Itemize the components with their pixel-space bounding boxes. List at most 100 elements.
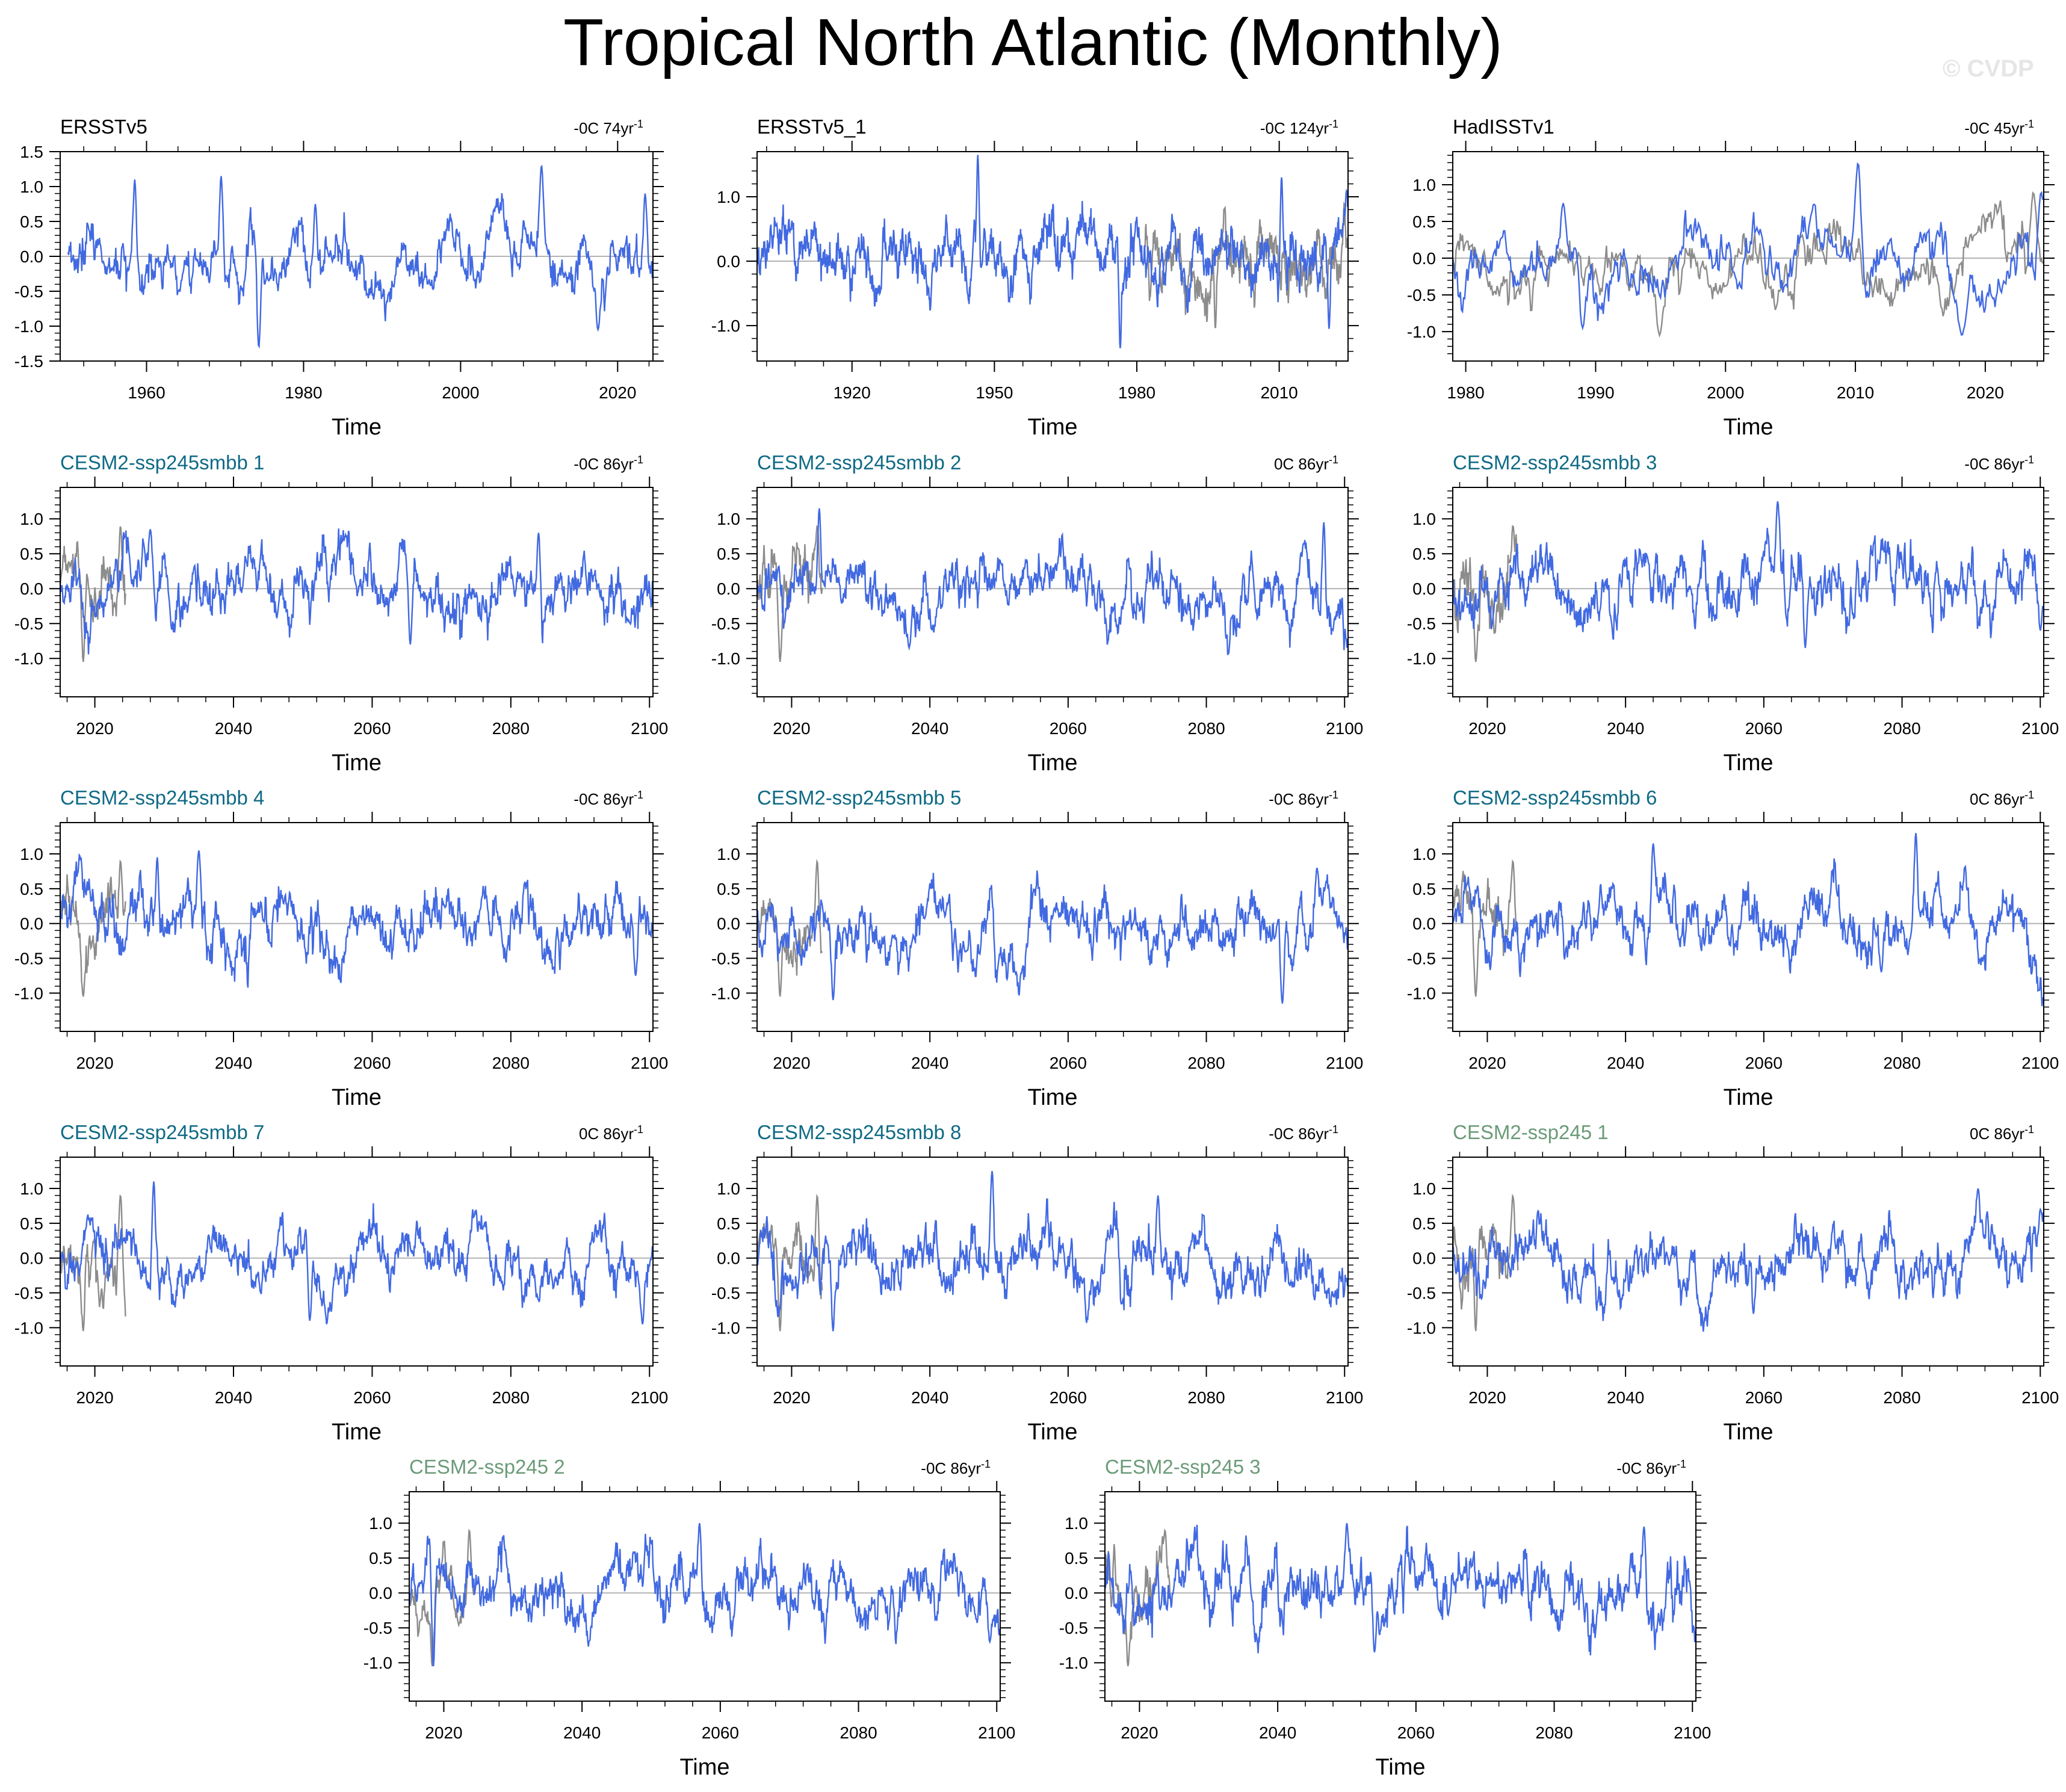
trend-label: -0C 86yr-1 xyxy=(1964,454,2034,473)
trend-label-exponent: -1 xyxy=(634,789,643,801)
y-tick-label: -1.0 xyxy=(1407,323,1436,341)
panel-title: CESM2-ssp245smbb 4 xyxy=(60,786,264,809)
plot-frame xyxy=(1452,487,2044,697)
panel-title: CESM2-ssp245smbb 8 xyxy=(757,1121,961,1143)
y-tick-label: 1.0 xyxy=(1412,510,1436,528)
y-tick-label: 0.5 xyxy=(717,880,740,898)
x-tick-label: 2060 xyxy=(1050,719,1087,738)
cvdp-watermark: © CVDP xyxy=(1943,55,2034,82)
x-tick-label: 2080 xyxy=(1883,1054,1920,1072)
panel-5: CESM2-ssp245smbb 2 0C 86yr-1 1.0 0.5 0.0 -0.5… xyxy=(711,451,1364,776)
trend-label-exponent: -1 xyxy=(981,1458,991,1470)
y-tick-label: 1.0 xyxy=(717,188,740,206)
x-tick-label: 2080 xyxy=(1883,1388,1920,1407)
x-tick-label: 2020 xyxy=(1468,1054,1506,1072)
panel-13: CESM2-ssp245 2 -0C 86yr-1 1.0 0.5 0.0 -0.5 -1.… xyxy=(363,1456,1016,1780)
y-tick-label: 0.0 xyxy=(20,247,43,266)
series-line xyxy=(1452,501,2044,648)
plot-frame xyxy=(756,151,1349,362)
y-tick-label: 0.5 xyxy=(1412,880,1436,898)
x-tick-label: 2040 xyxy=(1607,1054,1644,1072)
trend-label-exponent: -1 xyxy=(634,1123,643,1135)
x-tick-label: 2020 xyxy=(773,1054,810,1072)
series-line xyxy=(1452,833,2044,1007)
x-tick-label: 2040 xyxy=(911,719,948,738)
x-tick-label: 2100 xyxy=(631,1054,668,1072)
x-tick-label: 1960 xyxy=(128,383,165,402)
series-line xyxy=(409,1523,1001,1667)
x-tick-label: 2020 xyxy=(1468,1388,1506,1407)
x-tick-label: 2020 xyxy=(76,1054,113,1072)
x-tick-label: 2010 xyxy=(1837,383,1874,402)
y-tick-label: 0.5 xyxy=(20,545,43,563)
series-line xyxy=(59,1181,654,1324)
panel-title: CESM2-ssp245smbb 7 xyxy=(60,1121,264,1143)
plot-frame xyxy=(60,1157,654,1367)
trend-label-exponent: -1 xyxy=(1329,789,1338,801)
trend-label-exponent: -1 xyxy=(2024,118,2034,130)
plot-frame xyxy=(60,487,654,697)
x-axis-label: Time xyxy=(332,415,382,440)
y-tick-label: -1.0 xyxy=(1407,1318,1436,1337)
x-tick-label: 2100 xyxy=(1326,1388,1363,1407)
panel-title: CESM2-ssp245smbb 6 xyxy=(1453,786,1657,809)
series-line xyxy=(756,155,1349,348)
y-tick-label: 1.0 xyxy=(20,510,43,528)
x-axis-label: Time xyxy=(1723,1085,1773,1110)
plot-frame xyxy=(756,822,1349,1032)
x-tick-label: 2080 xyxy=(492,1054,530,1072)
x-axis-label: Time xyxy=(332,750,382,776)
x-tick-label: 2020 xyxy=(773,1388,810,1407)
series-line xyxy=(756,508,1349,655)
panel-title: CESM2-ssp245smbb 1 xyxy=(60,451,264,474)
x-tick-label: 2000 xyxy=(442,383,479,402)
y-tick-label: 0.0 xyxy=(1412,915,1436,933)
trend-label: -0C 86yr-1 xyxy=(921,1458,991,1477)
x-tick-label: 2080 xyxy=(1187,719,1225,738)
x-tick-label: 2080 xyxy=(840,1723,877,1742)
panel-9: CESM2-ssp245smbb 6 0C 86yr-1 1.0 0.5 0.0 -0.5… xyxy=(1407,786,2059,1110)
panel-title: ERSSTv5_1 xyxy=(757,116,867,138)
x-tick-label: 1950 xyxy=(976,383,1013,402)
series-line xyxy=(1452,162,2044,336)
x-tick-label: 2020 xyxy=(76,1388,113,1407)
series-line xyxy=(756,1170,1349,1332)
trend-label: -0C 45yr-1 xyxy=(1964,118,2034,137)
y-tick-label: 1.0 xyxy=(717,845,740,864)
series-line xyxy=(59,528,654,655)
y-tick-label: -1.0 xyxy=(711,1318,740,1337)
y-tick-label: 0.5 xyxy=(20,212,43,231)
y-tick-label: 1.0 xyxy=(369,1514,392,1533)
x-tick-label: 2060 xyxy=(1745,719,1783,738)
x-axis-label: Time xyxy=(332,1085,382,1110)
y-tick-label: 1.0 xyxy=(717,510,740,528)
x-tick-label: 2040 xyxy=(1607,1388,1644,1407)
trend-label-exponent: -1 xyxy=(634,118,643,130)
y-tick-label: 1.0 xyxy=(20,1179,43,1198)
y-tick-label: -1.0 xyxy=(14,317,43,336)
x-tick-label: 2060 xyxy=(1397,1723,1435,1742)
y-tick-label: -1.0 xyxy=(1059,1654,1088,1672)
y-tick-label: 0.0 xyxy=(717,915,740,933)
y-tick-label: -0.5 xyxy=(1407,1284,1436,1303)
trend-label-exponent: -1 xyxy=(2024,1123,2034,1135)
trend-label-exponent: -1 xyxy=(1329,118,1338,130)
trend-label-exponent: -1 xyxy=(1677,1458,1686,1470)
x-tick-label: 2100 xyxy=(631,1388,668,1407)
observed-overlay-line xyxy=(1452,1193,1519,1332)
x-tick-label: 2060 xyxy=(1050,1388,1087,1407)
panel-title: ERSSTv5 xyxy=(60,116,147,138)
y-tick-label: -0.5 xyxy=(1059,1619,1088,1637)
plot-frame xyxy=(1452,822,2044,1032)
y-tick-label: 1.0 xyxy=(1412,176,1436,194)
y-tick-label: 0.0 xyxy=(20,1249,43,1268)
x-axis-label: Time xyxy=(679,1755,729,1780)
y-tick-label: -1.0 xyxy=(711,649,740,668)
panel-title: CESM2-ssp245smbb 3 xyxy=(1453,451,1657,474)
trend-label-exponent: -1 xyxy=(2024,789,2034,801)
y-tick-label: -0.5 xyxy=(1407,286,1436,304)
panel-11: CESM2-ssp245smbb 8 -0C 86yr-1 1.0 0.5 0.0 -0.… xyxy=(711,1121,1364,1445)
x-tick-label: 1980 xyxy=(1118,383,1155,402)
x-tick-label: 2000 xyxy=(1707,383,1744,402)
x-axis-label: Time xyxy=(1723,1420,1773,1445)
